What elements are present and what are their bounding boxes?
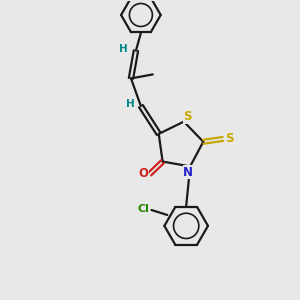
- Text: N: N: [183, 166, 193, 179]
- Text: H: H: [126, 99, 134, 109]
- Text: O: O: [139, 167, 149, 181]
- Text: Cl: Cl: [138, 204, 149, 214]
- Text: H: H: [119, 44, 128, 54]
- Text: S: S: [226, 133, 234, 146]
- Text: S: S: [184, 110, 192, 123]
